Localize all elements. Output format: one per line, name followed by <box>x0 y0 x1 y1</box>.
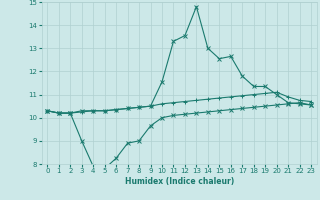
X-axis label: Humidex (Indice chaleur): Humidex (Indice chaleur) <box>124 177 234 186</box>
